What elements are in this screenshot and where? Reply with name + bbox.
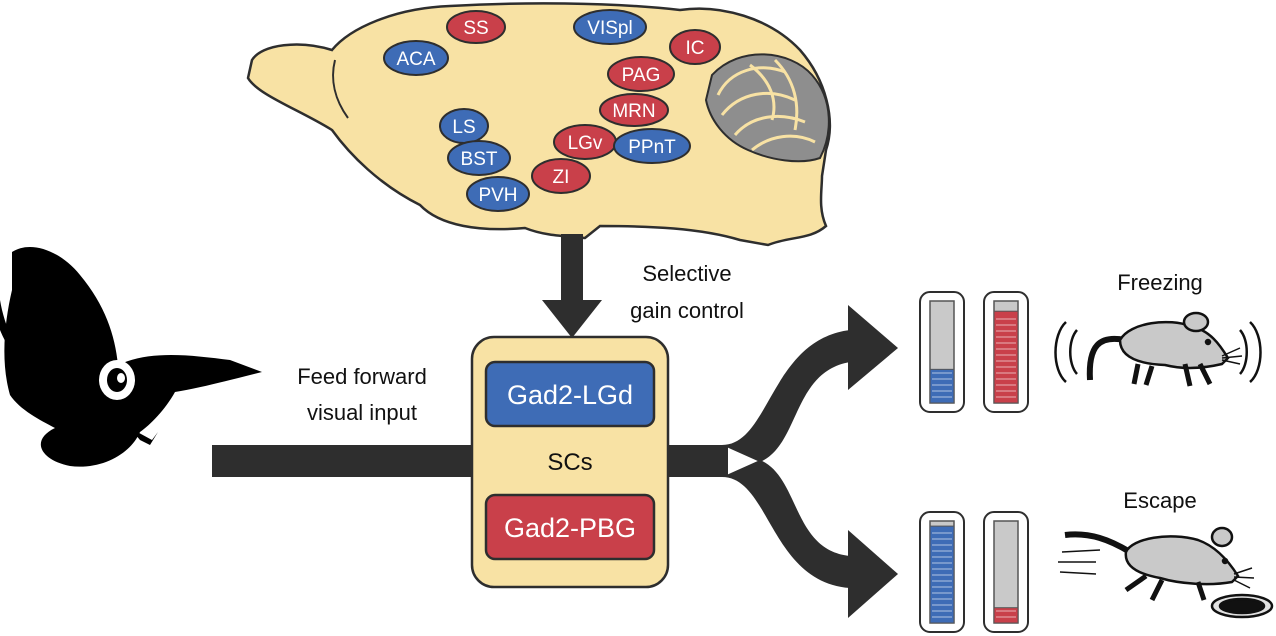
selective-gain-arrow: [542, 234, 602, 338]
region-bst: BST: [447, 140, 511, 176]
owl-silhouette: [0, 246, 262, 467]
gad2-pbg-box: [484, 493, 656, 561]
region-zi: ZI: [531, 158, 591, 194]
freezing-mouse: [1054, 311, 1262, 387]
escape-meter-blue: [919, 511, 965, 633]
region-lgv: LGv: [553, 124, 617, 160]
feed-label-line2: visual input: [307, 400, 417, 425]
gad2-pbg-label: Gad2-PBG: [504, 513, 636, 543]
cerebellum-folia: [716, 58, 816, 152]
region-label: BST: [461, 149, 498, 170]
freezing-meter-blue: [919, 291, 965, 413]
region-label: ZI: [553, 167, 570, 188]
brain-regions: SS VISpl IC ACA PAG MRN LS LGv PPnT BST ZI PVH: [383, 9, 721, 212]
scs-box: Gad2-LGd SCs Gad2-PBG: [470, 335, 670, 589]
region-label: ACA: [396, 49, 435, 70]
feed-label-line1: Feed forward: [297, 364, 427, 389]
selective-label-line1: Selective: [642, 261, 731, 286]
region-pag: PAG: [607, 56, 675, 92]
region-ss: SS: [446, 10, 506, 44]
region-label: PAG: [622, 65, 661, 86]
region-label: PVH: [478, 185, 517, 206]
brain-inner-line: [332, 59, 349, 119]
region-pvh: PVH: [466, 176, 530, 212]
freezing-label: Freezing: [1117, 270, 1203, 295]
escape-meter-red: [983, 511, 1029, 633]
region-label: PPnT: [628, 137, 676, 158]
region-label: LGv: [568, 133, 603, 154]
region-label: VISpl: [587, 18, 632, 39]
region-ic: IC: [669, 29, 721, 65]
freezing-meter-red: [983, 291, 1029, 413]
region-ppnt: PPnT: [613, 128, 691, 164]
brain-sagittal-section: [246, 2, 832, 247]
gad2-lgd-label: Gad2-LGd: [507, 380, 633, 410]
region-mrn: MRN: [599, 93, 669, 127]
selective-label-line2: gain control: [630, 298, 744, 323]
escape-label: Escape: [1123, 488, 1196, 513]
output-arrows: [668, 305, 898, 618]
region-label: SS: [463, 18, 488, 39]
level-meters: [919, 291, 1029, 633]
scs-label: SCs: [547, 449, 592, 476]
region-vispl: VISpl: [573, 9, 647, 45]
region-label: MRN: [612, 101, 655, 122]
region-label: LS: [452, 117, 475, 138]
region-label: IC: [686, 38, 705, 59]
region-aca: ACA: [383, 40, 449, 76]
gad2-lgd-box: [484, 360, 656, 428]
feed-forward-bar: [212, 445, 474, 477]
escape-mouse: [1058, 526, 1274, 619]
region-ls: LS: [439, 108, 489, 144]
